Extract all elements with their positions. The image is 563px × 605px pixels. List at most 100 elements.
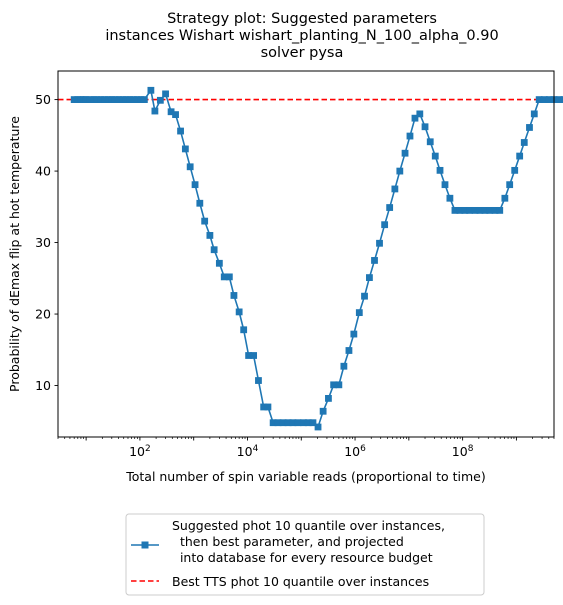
data-point-24 — [162, 90, 169, 98]
data-point-31 — [196, 199, 204, 207]
data-point-96 — [520, 139, 528, 146]
data-point-94 — [511, 166, 519, 174]
data-point-5 — [86, 96, 94, 103]
y-tick-label-0: 10 — [35, 378, 51, 393]
data-point-13 — [115, 96, 123, 103]
data-point-74 — [411, 114, 419, 122]
data-point-80 — [441, 181, 449, 189]
data-point-73 — [406, 132, 414, 140]
title-line-3: solver pysa — [261, 45, 344, 61]
data-point-32 — [201, 217, 209, 225]
x-tick-label-3: 108 — [452, 444, 474, 459]
legend-marker-suggested — [141, 541, 149, 549]
data-point-20 — [140, 96, 148, 103]
data-point-88 — [481, 206, 489, 214]
data-point-93 — [506, 181, 514, 189]
data-point-75 — [416, 110, 424, 118]
data-point-43 — [255, 377, 262, 384]
data-point-7 — [93, 96, 101, 103]
data-point-101 — [545, 96, 553, 103]
data-point-77 — [426, 138, 434, 146]
data-point-86 — [471, 206, 479, 214]
data-point-28 — [181, 145, 189, 153]
data-point-59 — [335, 381, 343, 389]
legend-label-best-tts: Best TTS phot 10 quantile over instances — [172, 574, 429, 589]
data-point-57 — [325, 394, 332, 402]
data-point-56 — [319, 407, 327, 415]
data-point-11 — [108, 96, 116, 103]
axes-frame — [57, 70, 555, 438]
data-point-63 — [355, 309, 363, 317]
plot-area — [58, 86, 563, 431]
data-point-16 — [126, 96, 134, 103]
data-point-41 — [245, 352, 253, 359]
data-point-46 — [269, 419, 277, 427]
data-point-60 — [340, 362, 348, 370]
title-line-1: Strategy plot: Suggested parameters — [167, 11, 437, 27]
data-point-23 — [156, 96, 164, 104]
data-point-54 — [309, 419, 317, 427]
data-point-29 — [186, 163, 194, 171]
data-point-44 — [260, 403, 268, 411]
data-point-84 — [461, 206, 469, 214]
data-point-50 — [289, 419, 297, 427]
y-axis-label: Probability of dEmax flip at hot tempera… — [7, 116, 22, 392]
data-point-38 — [230, 292, 238, 299]
data-point-104 — [560, 96, 563, 103]
data-point-78 — [431, 152, 439, 160]
data-point-26 — [172, 111, 179, 119]
data-point-21 — [147, 86, 155, 94]
data-point-69 — [386, 204, 394, 211]
data-point-68 — [381, 221, 389, 229]
data-point-27 — [177, 127, 184, 135]
legend-label-suggested: Suggested phot 10 quantile over instance… — [172, 518, 445, 565]
data-point-97 — [526, 124, 533, 131]
x-tick-label-1: 104 — [237, 444, 259, 459]
data-point-71 — [396, 167, 404, 175]
data-point-53 — [304, 419, 312, 427]
y-tick-label-1: 20 — [35, 307, 51, 322]
data-point-67 — [376, 239, 383, 247]
suggested-series-line — [74, 88, 563, 429]
data-point-99 — [535, 96, 543, 103]
data-point-87 — [476, 206, 484, 214]
chart-title: Strategy plot: Suggested parameters inst… — [105, 11, 498, 61]
data-point-36 — [220, 273, 228, 281]
data-point-42 — [250, 352, 258, 359]
y-tick-label-4: 50 — [35, 92, 51, 107]
data-point-100 — [540, 96, 548, 103]
data-point-39 — [235, 308, 243, 316]
data-point-15 — [122, 96, 130, 103]
data-point-81 — [446, 194, 454, 202]
data-point-34 — [210, 246, 218, 254]
data-point-103 — [555, 96, 563, 103]
data-point-4 — [82, 96, 90, 103]
data-point-33 — [206, 232, 214, 239]
data-point-45 — [264, 403, 272, 411]
data-point-82 — [451, 206, 459, 214]
y-tick-label-2: 30 — [35, 235, 51, 250]
data-point-83 — [456, 206, 464, 214]
data-point-0 — [70, 96, 78, 103]
x-axis-label: Total number of spin variable reads (pro… — [125, 469, 486, 484]
data-point-35 — [215, 259, 223, 267]
data-point-85 — [466, 206, 474, 214]
data-point-22 — [151, 107, 159, 115]
data-point-30 — [191, 181, 199, 189]
data-point-64 — [361, 292, 368, 300]
data-point-14 — [119, 96, 127, 103]
y-tick-label-3: 40 — [35, 164, 51, 179]
x-tick-label-0: 102 — [129, 444, 151, 459]
data-point-19 — [137, 96, 145, 103]
data-point-98 — [530, 110, 538, 118]
x-axis: 102 104 106 108 — [57, 437, 555, 459]
data-point-89 — [486, 206, 494, 214]
data-point-37 — [225, 273, 233, 281]
data-point-92 — [501, 194, 509, 202]
data-point-91 — [496, 206, 504, 214]
data-point-51 — [294, 419, 302, 427]
data-point-66 — [371, 257, 378, 264]
data-point-76 — [421, 123, 429, 131]
data-point-79 — [436, 166, 444, 174]
